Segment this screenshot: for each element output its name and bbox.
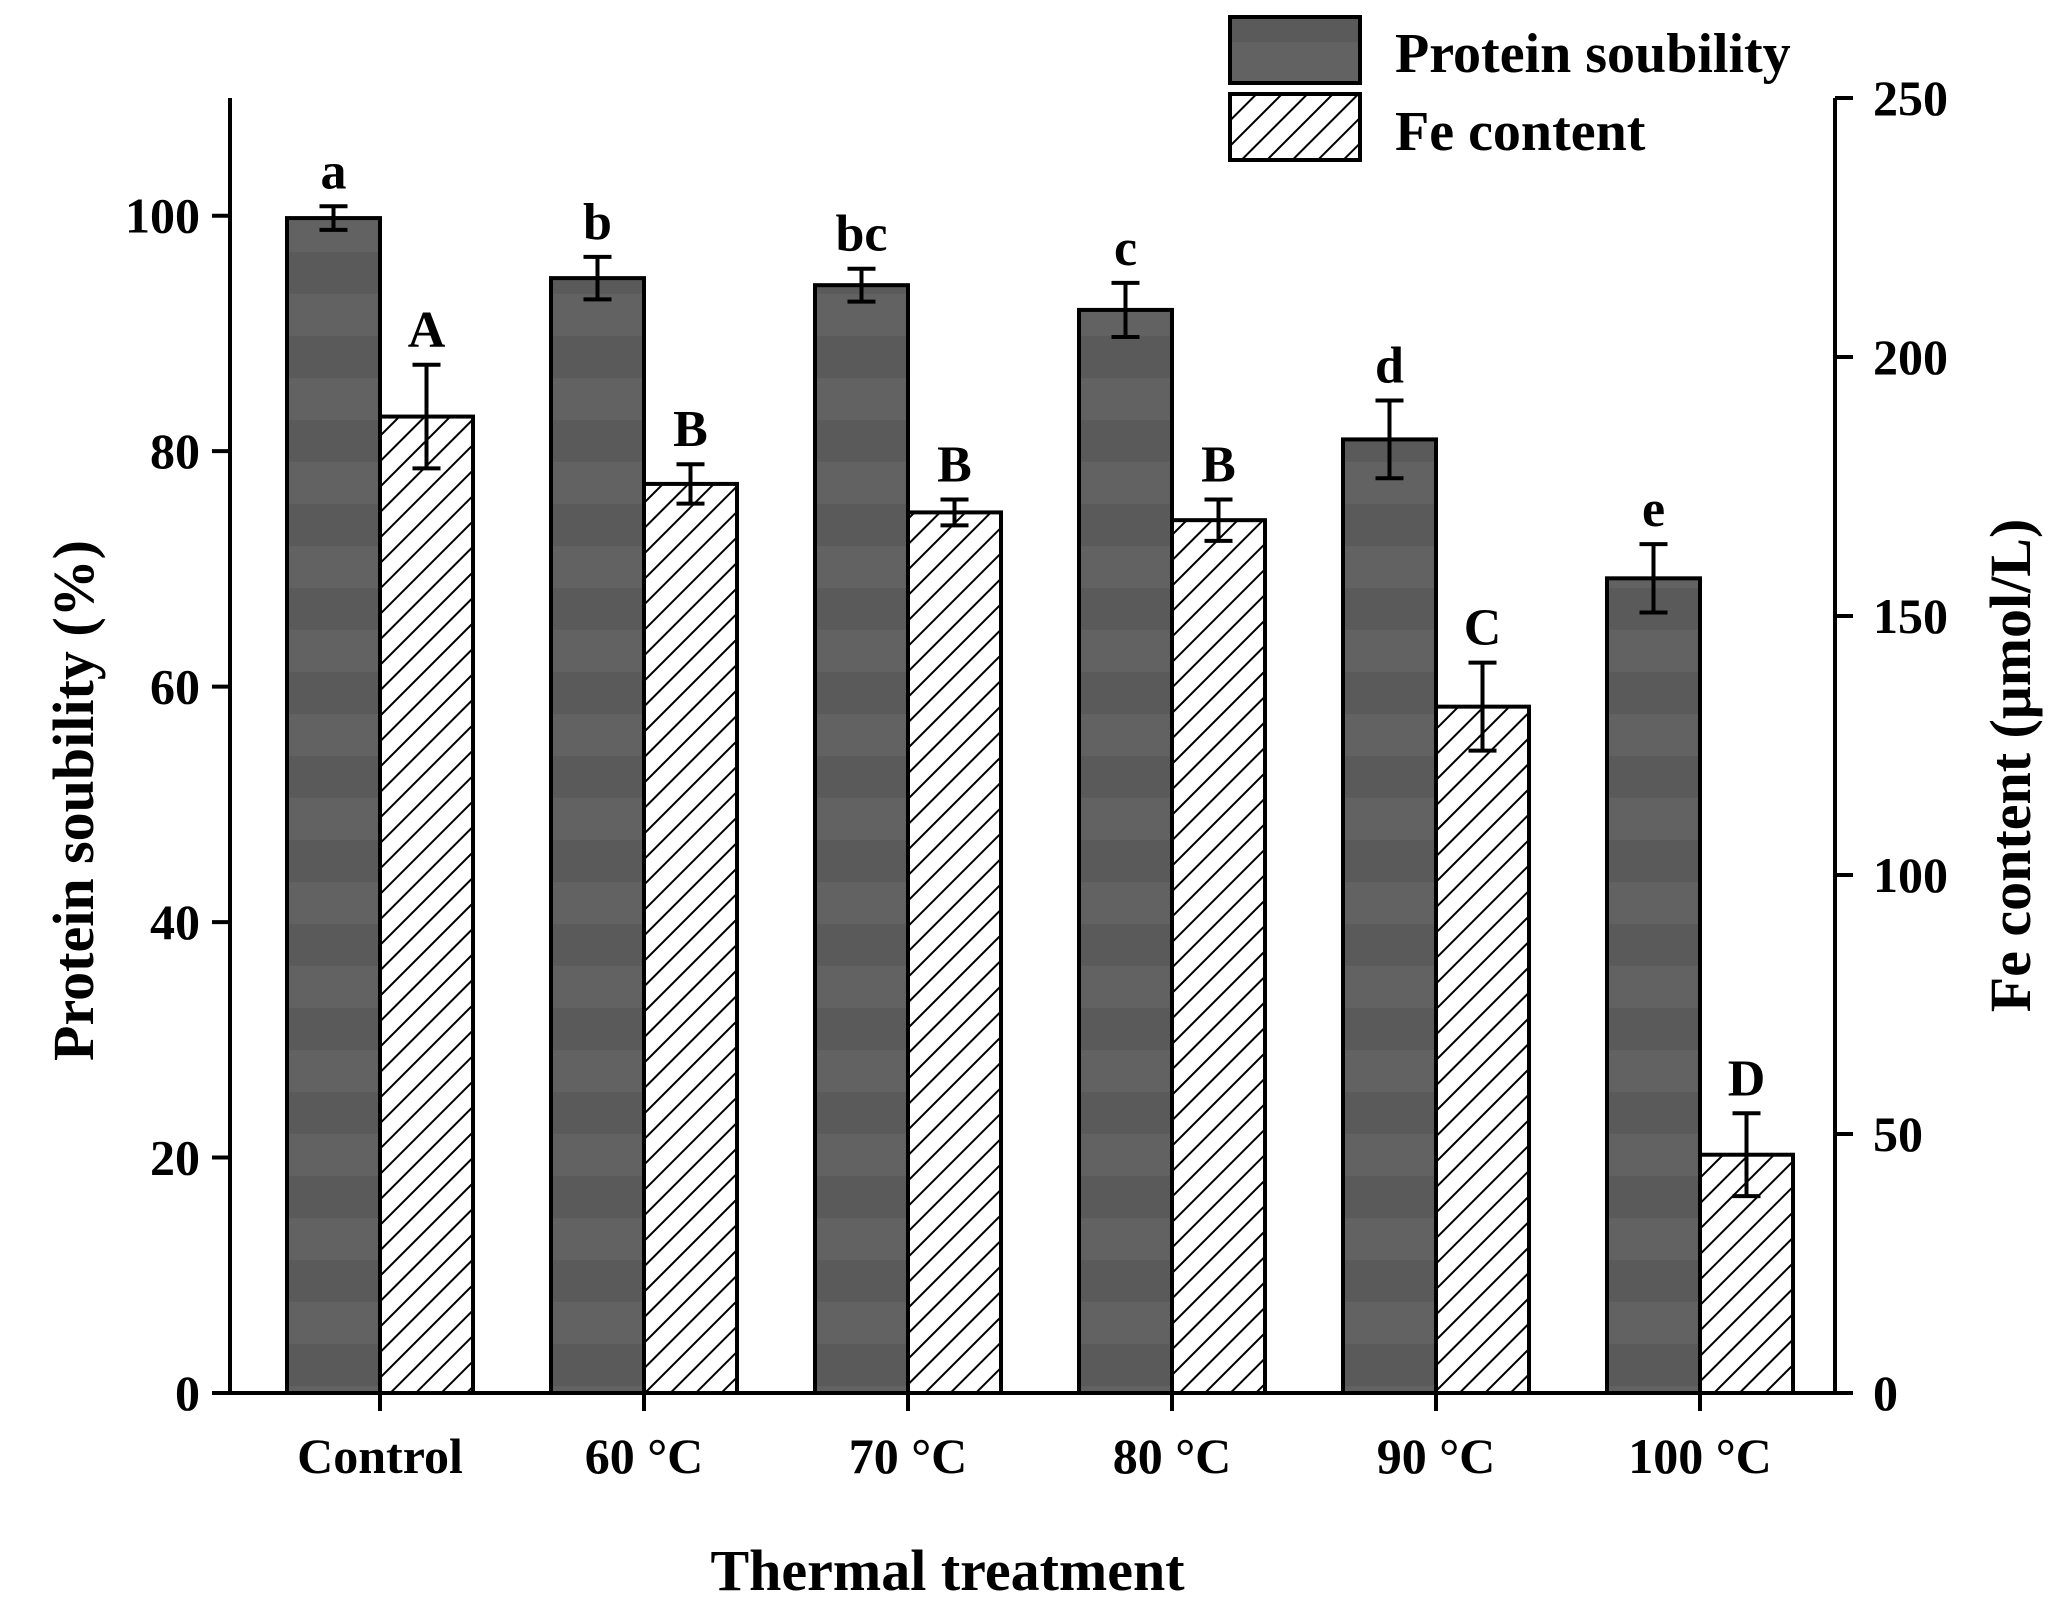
protein-sig-label-2: bc (836, 206, 888, 263)
protein-sig-label-3: c (1114, 220, 1137, 277)
legend-swatch-protein (1228, 15, 1362, 85)
protein-bar-2 (813, 283, 910, 1395)
right-tick-label-2: 100 (1873, 847, 1948, 903)
fe-sig-label-3: B (1201, 436, 1236, 493)
right-tick-label-3: 150 (1873, 588, 1948, 644)
right-axis-title: Fe content (μmol/L) (1978, 519, 2043, 1013)
fe-bar-5 (1698, 1152, 1795, 1395)
x-tick-label-1: 60 °C (585, 1428, 704, 1484)
x-tick-label-0: Control (297, 1428, 463, 1484)
protein-sig-label-4: d (1375, 338, 1404, 395)
legend-swatch-fe (1228, 92, 1362, 162)
x-tick-label-4: 90 °C (1377, 1428, 1496, 1484)
protein-bar-3 (1077, 307, 1174, 1396)
protein-bar-1 (549, 276, 646, 1396)
fe-bar-1 (642, 481, 739, 1396)
protein-sig-label-1: b (583, 194, 612, 251)
fe-sig-label-2: B (937, 436, 972, 493)
protein-sig-label-0: a (321, 143, 347, 200)
left-tick-label-2: 40 (150, 894, 200, 950)
left-tick-label-4: 80 (150, 423, 200, 479)
left-tick-label-5: 100 (125, 188, 200, 244)
fe-bar-2 (906, 510, 1003, 1395)
x-tick-label-5: 100 °C (1628, 1428, 1772, 1484)
left-tick-label-1: 20 (150, 1130, 200, 1186)
protein-bar-5 (1605, 576, 1702, 1395)
fe-sig-label-0: A (408, 302, 446, 359)
left-tick-label-0: 0 (175, 1365, 200, 1421)
x-tick-label-3: 80 °C (1113, 1428, 1232, 1484)
right-tick-label-5: 250 (1873, 70, 1948, 126)
fe-sig-label-4: C (1464, 600, 1502, 657)
fe-bar-0 (378, 414, 475, 1395)
legend-label-protein: Protein soubility (1395, 23, 1791, 85)
x-tick-label-2: 70 °C (849, 1428, 968, 1484)
left-axis-title: Protein soubility (%) (41, 540, 106, 1061)
fe-sig-label-5: D (1728, 1050, 1766, 1107)
right-tick-label-0: 0 (1873, 1365, 1898, 1421)
right-tick-label-4: 200 (1873, 329, 1948, 385)
fe-sig-label-1: B (673, 401, 708, 458)
protein-bar-0 (285, 216, 382, 1396)
legend-label-fe: Fe content (1395, 101, 1646, 163)
fe-bar-4 (1434, 704, 1531, 1395)
fe-bar-3 (1170, 518, 1267, 1395)
x-axis-title: Thermal treatment (710, 1538, 1185, 1603)
plot-area: a b bc c d e A B B B C D 0 20 40 60 80 100 0 50 100 150 200 250… (41, 15, 2043, 1603)
left-tick-label-3: 60 (150, 659, 200, 715)
protein-sig-label-5: e (1642, 481, 1665, 538)
right-tick-label-1: 50 (1873, 1106, 1923, 1162)
protein-bar-4 (1341, 437, 1438, 1395)
